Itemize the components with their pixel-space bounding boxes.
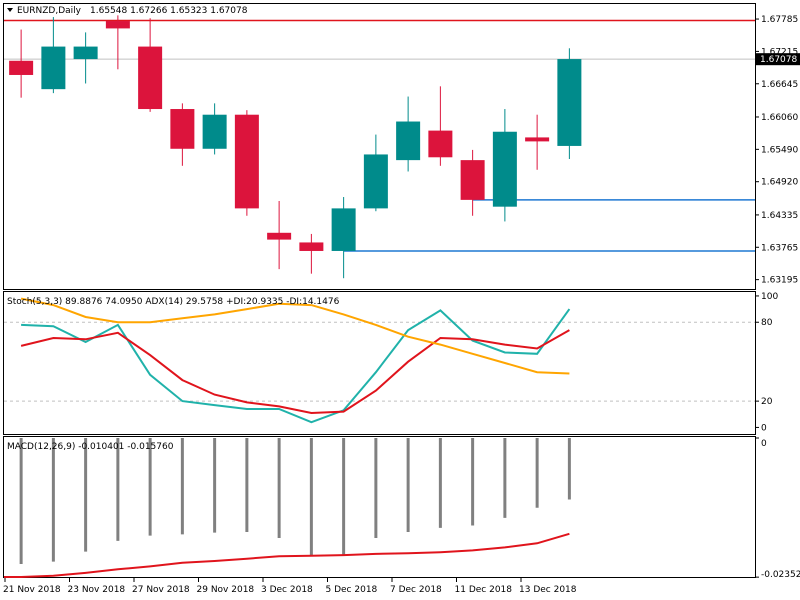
xtick-label: 3 Dec 2018: [261, 585, 313, 595]
price-pane-border: [3, 3, 756, 290]
stoch-ytick-label: 0: [761, 423, 767, 433]
stoch-pane-border: [3, 291, 756, 435]
price-ytick-label: 1.63195: [761, 276, 798, 286]
bear-candle-body: [138, 46, 163, 110]
price-pane: 1.67785 1.67215 1.66645 1.66060 1.65490 1.649…: [4, 15, 800, 286]
stoch-series-line: [311, 304, 570, 375]
bull-candle-body: [363, 154, 388, 209]
price-ytick-label: 1.66060: [761, 113, 798, 123]
price-ytick-label: 1.64335: [761, 211, 798, 221]
bear-candle-body: [234, 114, 259, 209]
bear-candle-body: [9, 60, 34, 75]
bear-candle-body: [170, 109, 195, 149]
stoch-pane: 100 80 20 0: [4, 292, 778, 433]
bull-candle-body: [557, 59, 582, 146]
bull-candle-body: [331, 208, 356, 251]
price-ytick-label: 1.64920: [761, 178, 798, 188]
macd-signal-line: [4, 532, 570, 578]
price-ytick-label: 1.63765: [761, 243, 798, 253]
xtick-label: 23 Nov 2018: [68, 585, 126, 595]
bull-candle-body: [492, 131, 517, 207]
stoch-series-line: [20, 297, 312, 324]
bear-candle-body: [428, 130, 453, 158]
bear-candle-body: [105, 21, 130, 29]
xtick-label: 29 Nov 2018: [197, 585, 255, 595]
price-ytick-label: 1.66645: [761, 80, 798, 90]
stoch-series-line: [20, 329, 570, 415]
price-ytick-label: 1.67215: [761, 47, 798, 57]
stoch-adx-label: Stoch(5,3,3) 89.8876 74.0950 ADX(14) 29.…: [7, 297, 340, 307]
stoch-ytick-label: 100: [761, 292, 778, 302]
xtick-label: 7 Dec 2018: [390, 585, 442, 595]
bull-candle-body: [396, 121, 421, 161]
macd-ytick-label: 0: [761, 439, 767, 449]
macd-label: MACD(12,26,9) -0.010401 -0.015760: [7, 442, 174, 452]
dropdown-triangle-icon[interactable]: [7, 8, 13, 12]
bull-candle-body: [202, 114, 227, 149]
ohlc-label: 1.65548 1.67266 1.65323 1.67078: [90, 6, 248, 16]
macd-ytick-label: -0.023524: [761, 570, 800, 580]
stoch-ytick-label: 20: [761, 397, 773, 407]
symbol-label: EURNZD,Daily: [17, 6, 82, 16]
xtick-label: 5 Dec 2018: [326, 585, 378, 595]
macd-pane-border: [3, 436, 756, 578]
price-ytick-label: 1.67785: [761, 15, 798, 25]
bull-candle-body: [73, 46, 98, 60]
current-price-label: 1.67078: [760, 55, 797, 65]
x-axis: 21 Nov 2018 23 Nov 2018 27 Nov 2018 29 Nov …: [3, 578, 577, 595]
price-ytick-label: 1.65490: [761, 145, 798, 155]
macd-pane: 0 -0.023524: [4, 437, 800, 580]
xtick-label: 13 Dec 2018: [519, 585, 577, 595]
xtick-label: 11 Dec 2018: [455, 585, 513, 595]
bear-candle-body: [299, 242, 324, 251]
bear-candle-body: [460, 160, 485, 200]
stoch-series-line: [21, 308, 571, 424]
bear-candle-body: [525, 137, 550, 142]
xtick-label: 21 Nov 2018: [3, 585, 61, 595]
bear-candle-body: [267, 232, 292, 240]
bull-candle-body: [41, 46, 66, 90]
xtick-label: 27 Nov 2018: [132, 585, 190, 595]
stoch-ytick-label: 80: [761, 318, 773, 328]
current-price-tag: [756, 53, 800, 66]
